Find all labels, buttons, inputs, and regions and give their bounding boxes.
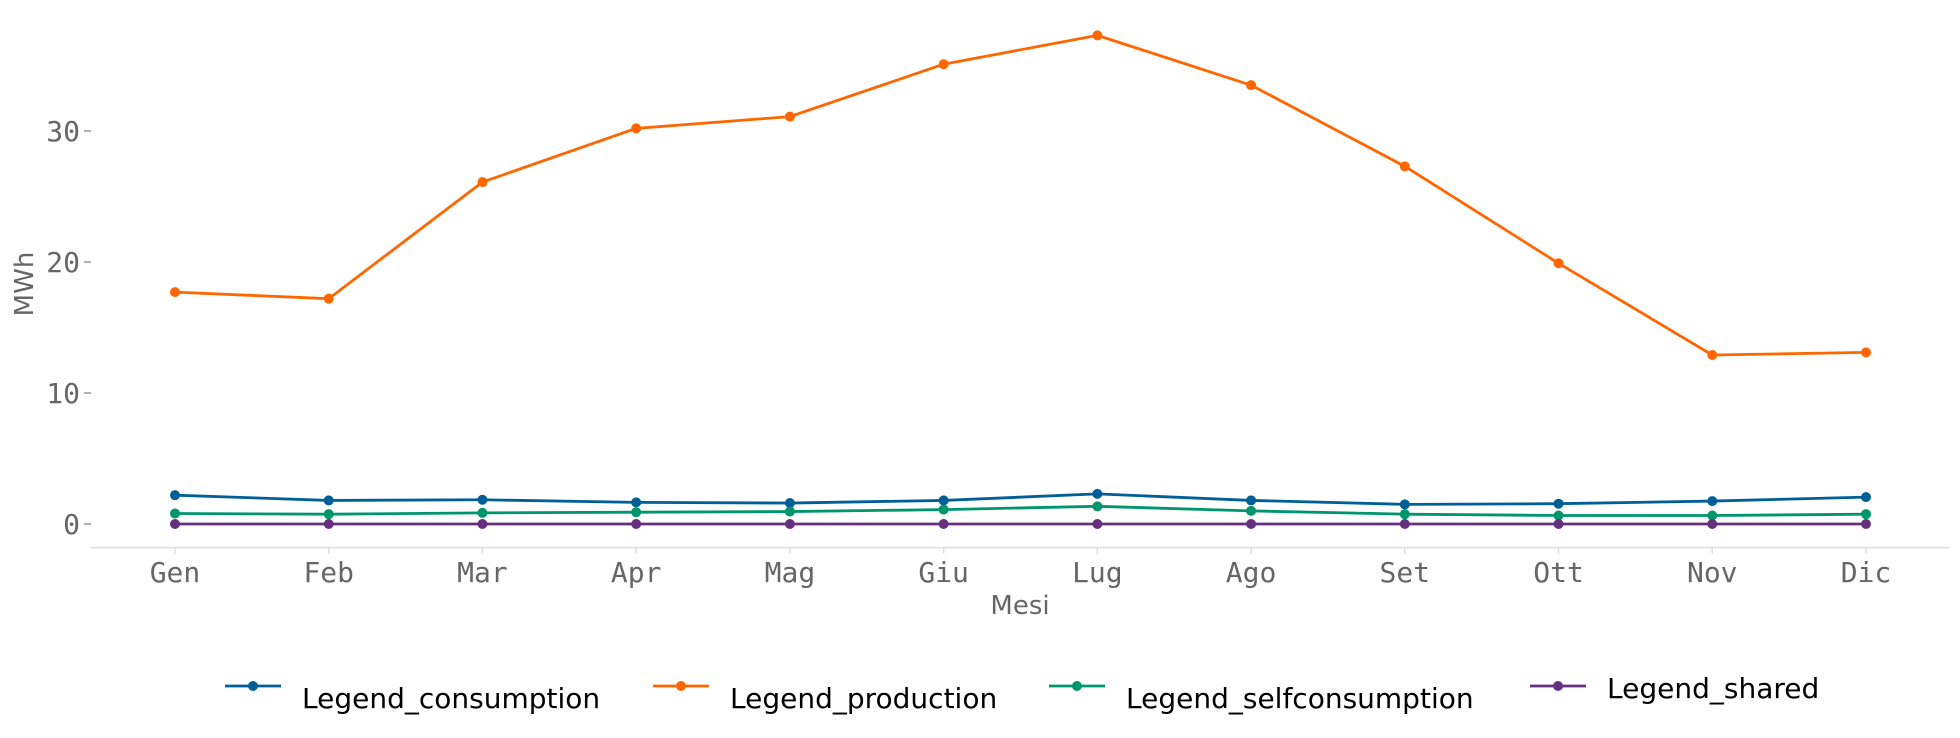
data-point (1707, 350, 1718, 361)
x-tick-label: Mar (457, 556, 508, 589)
x-axis-title: Mesi (990, 591, 1049, 621)
data-point (1399, 499, 1410, 510)
data-point (1861, 509, 1871, 520)
data-point (477, 519, 488, 529)
data-point (631, 519, 642, 529)
data-point (938, 519, 949, 529)
data-point (631, 497, 642, 508)
y-axis-title: MWh (10, 252, 40, 317)
data-point (1553, 258, 1564, 269)
x-axis-ticks: Gen Feb Mar Apr Mag Giu Lug Ago Set Ott Nov Dic (150, 547, 1892, 589)
legend-item: Legend_production (653, 681, 997, 715)
legend-swatch-marker (1553, 681, 1563, 691)
data-point (784, 519, 795, 529)
data-point (1707, 519, 1718, 529)
legend-item: Legend_selfconsumption (1049, 681, 1474, 715)
data-point (1092, 488, 1103, 499)
y-tick-label: 10 (46, 377, 80, 410)
data-point (631, 507, 642, 518)
y-tick-label: 0 (63, 508, 80, 541)
data-point (1246, 519, 1257, 529)
data-point (323, 293, 334, 304)
legend-label: Legend_shared (1607, 672, 1819, 705)
x-tick-label: Gen (150, 556, 201, 589)
y-tick-label: 30 (46, 115, 80, 148)
data-point (323, 519, 334, 529)
legend-label: Legend_selfconsumption (1126, 682, 1474, 715)
series-line (174, 492, 1867, 506)
series-line (174, 504, 1867, 517)
data-point (784, 111, 795, 122)
data-point (938, 59, 949, 70)
data-point (1707, 496, 1718, 507)
data-point (170, 287, 180, 298)
data-point (1553, 519, 1564, 529)
data-point (477, 494, 488, 505)
data-point (1861, 519, 1871, 529)
x-tick-label: Set (1380, 556, 1431, 589)
data-point (784, 506, 795, 517)
data-point (323, 495, 334, 506)
data-point (1246, 495, 1257, 506)
data-point (631, 123, 642, 134)
data-point (477, 177, 488, 188)
x-tick-label: Nov (1687, 556, 1738, 589)
y-axis-ticks: 0 10 20 30 (46, 115, 91, 541)
data-point (1861, 492, 1871, 503)
x-tick-label: Feb (303, 556, 354, 589)
data-point (938, 504, 949, 515)
series-legend-selfconsumption (170, 501, 1871, 521)
x-tick-label: Dic (1841, 556, 1892, 589)
legend-label: Legend_consumption (302, 682, 600, 715)
x-tick-label: Ott (1533, 556, 1584, 589)
legend-item: Legend_consumption (225, 681, 600, 715)
x-tick-label: Giu (918, 556, 969, 589)
data-point (170, 508, 180, 519)
data-point (1707, 510, 1718, 521)
data-point (1399, 519, 1410, 529)
y-tick-label: 20 (46, 246, 80, 279)
data-point (1092, 30, 1103, 41)
legend-swatch-marker (676, 681, 686, 691)
data-point (170, 519, 180, 529)
legend-swatch-marker (248, 681, 258, 691)
data-point (1092, 519, 1103, 529)
x-tick-label: Lug (1072, 556, 1123, 589)
data-point (1246, 80, 1257, 91)
legend-label: Legend_production (730, 682, 997, 715)
series-legend-production (170, 30, 1871, 361)
series-layer (170, 30, 1871, 529)
chart-axes: Gen Feb Mar Apr Mag Giu Lug Ago Set Ott Nov Dic 0 10… (46, 115, 1950, 589)
x-tick-label: Mag (765, 556, 816, 589)
data-point (938, 495, 949, 506)
series-line (174, 33, 1867, 357)
data-point (1553, 510, 1564, 521)
x-tick-label: Apr (611, 556, 662, 589)
data-point (784, 498, 795, 509)
series-legend-consumption (170, 488, 1871, 510)
legend-item: Legend_shared (1530, 672, 1819, 705)
x-tick-label: Ago (1226, 556, 1277, 589)
data-point (323, 509, 334, 520)
legend-swatch-marker (1072, 681, 1082, 691)
data-point (1246, 505, 1257, 516)
chart-legend: Legend_consumption Legend_production Legen… (225, 672, 1819, 715)
data-point (1553, 498, 1564, 509)
data-point (1399, 509, 1410, 520)
data-point (170, 490, 180, 501)
data-point (1399, 161, 1410, 172)
data-point (1861, 347, 1871, 358)
data-point (477, 507, 488, 518)
series-legend-shared (170, 519, 1871, 529)
data-point (1092, 501, 1103, 512)
